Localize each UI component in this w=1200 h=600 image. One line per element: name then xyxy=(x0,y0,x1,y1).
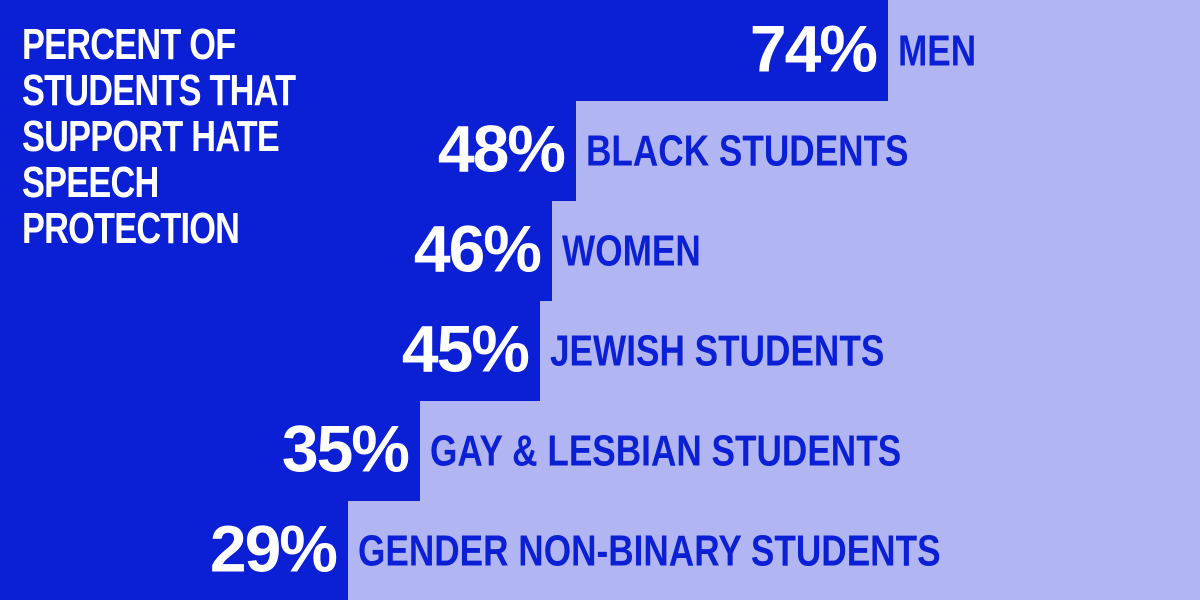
category-label: JEWISH STUDENTS xyxy=(550,327,884,376)
bar xyxy=(0,300,540,401)
bar xyxy=(0,500,348,600)
bar xyxy=(0,200,552,301)
value-label: 48% xyxy=(438,111,564,185)
category-label: MEN xyxy=(898,27,976,76)
bar xyxy=(0,100,576,201)
value-label: 35% xyxy=(282,411,408,485)
value-label: 45% xyxy=(402,311,528,385)
value-label: 74% xyxy=(750,11,876,85)
category-label: GENDER NON-BINARY STUDENTS xyxy=(358,527,941,576)
bar xyxy=(0,0,888,101)
category-label: WOMEN xyxy=(562,227,701,276)
category-label: GAY & LESBIAN STUDENTS xyxy=(430,427,901,476)
chart-title: PERCENT OF STUDENTS THAT SUPPORT HATE SP… xyxy=(22,20,296,253)
value-label: 46% xyxy=(414,211,540,285)
category-label: BLACK STUDENTS xyxy=(586,127,909,176)
value-label: 29% xyxy=(210,511,336,585)
bar xyxy=(0,400,420,501)
